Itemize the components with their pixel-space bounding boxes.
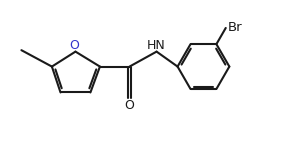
Text: O: O [69,39,79,52]
Text: O: O [125,99,134,112]
Text: HN: HN [147,39,165,52]
Text: Br: Br [228,21,243,34]
